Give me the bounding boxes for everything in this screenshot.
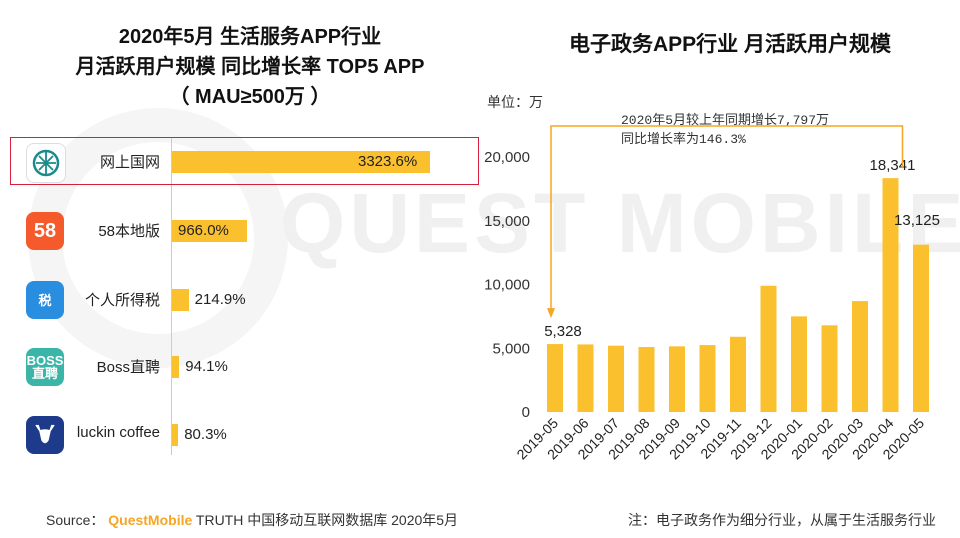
state-grid-logo-icon (26, 143, 66, 183)
growth-annotation: 2020年5月较上年同期增长7,797万 同比增长率为146.3% (621, 111, 829, 149)
app-row: BOSS 直聘 Boss直聘 94.1% (0, 342, 470, 392)
bar (760, 285, 777, 412)
deer-logo-icon (26, 416, 64, 454)
bar (172, 220, 247, 242)
left-chart-axis (171, 137, 172, 455)
y-tick-label: 5,000 (492, 340, 530, 357)
bar (730, 336, 746, 412)
bar (608, 345, 624, 412)
questmobile-brand: QuestMobile (108, 512, 193, 528)
bar-data-label: 80.3% (184, 426, 227, 443)
58-logo-icon: 58 (26, 212, 64, 250)
bar-data-label: 214.9% (194, 291, 246, 308)
highlight-box (10, 137, 479, 185)
bar-data-label: 18,341 (870, 157, 916, 174)
bar-data-label: 13,125 (894, 212, 940, 229)
tax-shield-icon: 税 (26, 281, 64, 319)
app-name: Boss直聘 (96, 359, 160, 376)
bar (882, 178, 899, 412)
bar (547, 344, 563, 412)
app-row: 网上国网 3323.6% (0, 137, 470, 187)
bar (669, 346, 685, 412)
app-name: 网上国网 (99, 154, 160, 171)
bar (852, 301, 868, 412)
bar-data-label: 5,328 (544, 323, 582, 340)
left-title-line-1: 2020年5月 生活服务APP行业 (118, 26, 382, 48)
watermark: QUEST MOBILE (280, 176, 960, 270)
y-tick-label: 15,000 (484, 213, 530, 230)
bar (172, 289, 189, 311)
arrow-head-icon (547, 308, 555, 319)
source-footer: Source： QuestMobile TRUTH 中国移动互联网数据库 202… (46, 510, 458, 530)
unit-label: 单位：万 (487, 94, 543, 110)
y-tick-label: 10,000 (484, 277, 530, 294)
left-title-line-2: 月活跃用户规模 同比增长率 TOP5 APP (75, 56, 425, 78)
bar-data-label: 3323.6% (358, 153, 418, 170)
right-chart-title: 电子政务APP行业 月活跃用户规模 (568, 33, 891, 56)
annotation-line-1: 2020年5月较上年同期增长7,797万 (621, 113, 830, 128)
note-footer: 注：电子政务作为细分行业，从属于生活服务行业 (628, 512, 936, 528)
source-prefix: Source： (46, 512, 105, 528)
app-row: luckin coffee 80.3% (0, 410, 470, 460)
bar (913, 244, 929, 412)
app-row: 税 个人所得税 214.9% (0, 275, 470, 325)
app-name: luckin coffee (76, 424, 160, 441)
source-text: TRUTH 中国移动互联网数据库 2020年5月 (195, 512, 459, 528)
bar-data-label: 966.0% (178, 222, 229, 239)
app-name: 58本地版 (98, 223, 160, 240)
y-tick-label: 20,000 (484, 149, 530, 166)
bar (172, 424, 179, 446)
app-row: 58 58本地版 966.0% (0, 206, 470, 256)
annotation-bracket (550, 125, 904, 315)
bar (821, 325, 838, 412)
bar (172, 356, 180, 378)
annotation-line-2: 同比增长率为146.3% (621, 132, 746, 147)
bar (791, 316, 807, 412)
boss-logo-icon: BOSS 直聘 (26, 348, 64, 386)
bar (577, 344, 594, 412)
app-name: 个人所得税 (84, 292, 160, 309)
bar (172, 151, 430, 173)
bar (638, 346, 655, 412)
y-tick-label: 0 (522, 404, 530, 421)
bar (699, 345, 716, 412)
bar-data-label: 94.1% (185, 358, 228, 375)
left-chart-title: 2020年5月 生活服务APP行业 月活跃用户规模 同比增长率 TOP5 APP… (40, 22, 460, 112)
left-title-line-3: （ MAU≥500万 ） (169, 86, 331, 108)
